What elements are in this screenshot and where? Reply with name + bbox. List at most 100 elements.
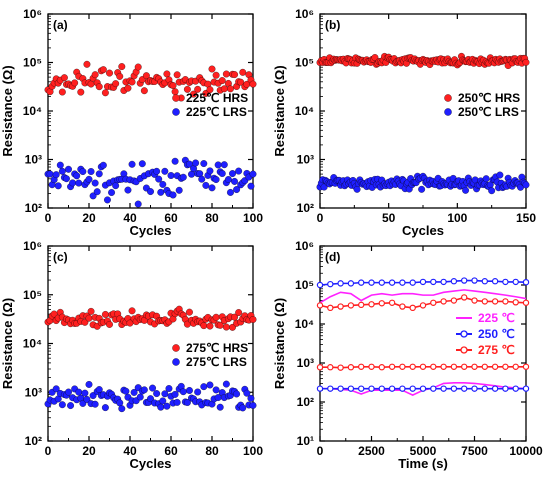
data-point xyxy=(75,388,83,396)
data-point xyxy=(169,191,177,199)
data-point xyxy=(128,160,136,168)
data-point xyxy=(218,170,226,177)
line-marker xyxy=(378,300,385,307)
data-point xyxy=(183,399,191,406)
y-axis-label: Resistance (Ω) xyxy=(272,298,287,389)
data-point xyxy=(52,385,60,393)
data-point xyxy=(222,380,230,388)
x-tick-label: 100 xyxy=(243,211,263,225)
y-axis-label: Resistance (Ω) xyxy=(0,65,15,156)
series-blue xyxy=(316,277,530,392)
legend-marker xyxy=(172,344,180,352)
data-point xyxy=(138,76,146,84)
line-marker xyxy=(419,278,427,286)
y-tick-label: 10⁵ xyxy=(23,288,42,302)
line-marker xyxy=(471,385,478,392)
data-point xyxy=(239,68,247,76)
data-point xyxy=(194,388,202,396)
data-point xyxy=(65,388,72,396)
legend-marker xyxy=(172,358,180,366)
x-tick-label: 150 xyxy=(516,211,536,225)
line-marker xyxy=(430,363,437,370)
data-point xyxy=(231,178,238,185)
line-marker xyxy=(368,279,375,286)
data-point xyxy=(200,383,208,391)
series-hrs xyxy=(44,60,257,102)
y-tick-label: 10⁴ xyxy=(295,104,314,118)
data-point xyxy=(161,167,169,175)
data-point xyxy=(60,74,68,82)
data-point xyxy=(108,189,115,196)
series-lrs xyxy=(44,380,257,413)
data-point xyxy=(418,185,426,193)
data-point xyxy=(58,401,66,409)
y-tick-label: 10⁵ xyxy=(295,278,314,292)
data-point xyxy=(103,196,111,204)
data-point xyxy=(226,85,234,93)
data-point xyxy=(46,170,54,178)
data-point xyxy=(65,165,72,173)
data-point xyxy=(249,80,257,88)
data-point xyxy=(185,308,193,316)
line-marker xyxy=(461,294,468,301)
legend-marker xyxy=(444,94,452,102)
data-point xyxy=(216,403,224,411)
x-tick-label: 40 xyxy=(123,211,137,225)
line-marker xyxy=(327,280,334,288)
legend-marker xyxy=(444,108,452,116)
data-point xyxy=(249,170,257,178)
data-point xyxy=(488,187,496,195)
data-point xyxy=(249,401,257,409)
line-marker xyxy=(388,279,396,286)
y-tick-label: 10² xyxy=(297,201,314,215)
line-marker xyxy=(430,385,437,392)
data-point xyxy=(462,186,470,194)
x-tick-label: 80 xyxy=(205,444,219,458)
line-marker xyxy=(316,385,324,392)
legend-label: 250 ℃ xyxy=(478,327,515,341)
data-point xyxy=(161,390,169,398)
data-point xyxy=(185,387,193,394)
data-point xyxy=(101,404,109,412)
legend-label: 275℃ LRS xyxy=(186,355,247,369)
data-point xyxy=(212,176,220,183)
panel-label: (a) xyxy=(53,18,68,32)
y-tick-label: 10⁴ xyxy=(295,317,314,331)
data-point xyxy=(229,170,236,177)
line-marker xyxy=(522,385,530,392)
data-point xyxy=(235,309,243,316)
data-point xyxy=(58,88,66,96)
data-point xyxy=(75,179,83,187)
line-marker xyxy=(316,281,324,289)
x-tick-label: 20 xyxy=(82,211,96,225)
y-tick-label: 10² xyxy=(25,201,42,215)
y-tick-label: 10⁶ xyxy=(295,239,314,253)
data-point xyxy=(192,159,200,167)
data-point xyxy=(222,70,230,78)
line-marker xyxy=(471,297,478,304)
legend-marker xyxy=(460,346,468,354)
x-tick-label: 100 xyxy=(243,444,263,458)
data-point xyxy=(54,182,62,190)
data-point xyxy=(128,307,136,315)
line-marker xyxy=(522,299,530,306)
y-tick-label: 10⁵ xyxy=(295,56,314,70)
line-marker xyxy=(450,363,458,370)
legend-label: 225℃ LRS xyxy=(186,105,247,119)
data-point xyxy=(101,310,109,318)
line-marker xyxy=(502,278,509,286)
data-point xyxy=(140,386,148,394)
data-point xyxy=(56,161,64,169)
data-point xyxy=(62,175,70,183)
line-marker xyxy=(337,303,344,310)
data-point xyxy=(171,157,179,165)
line-marker xyxy=(388,385,396,392)
line-marker xyxy=(461,385,468,392)
line-marker xyxy=(491,278,499,285)
line-marker xyxy=(502,363,509,370)
data-point xyxy=(233,390,241,398)
line-marker xyxy=(481,385,488,392)
line-marker xyxy=(430,299,437,306)
data-point xyxy=(67,402,74,410)
